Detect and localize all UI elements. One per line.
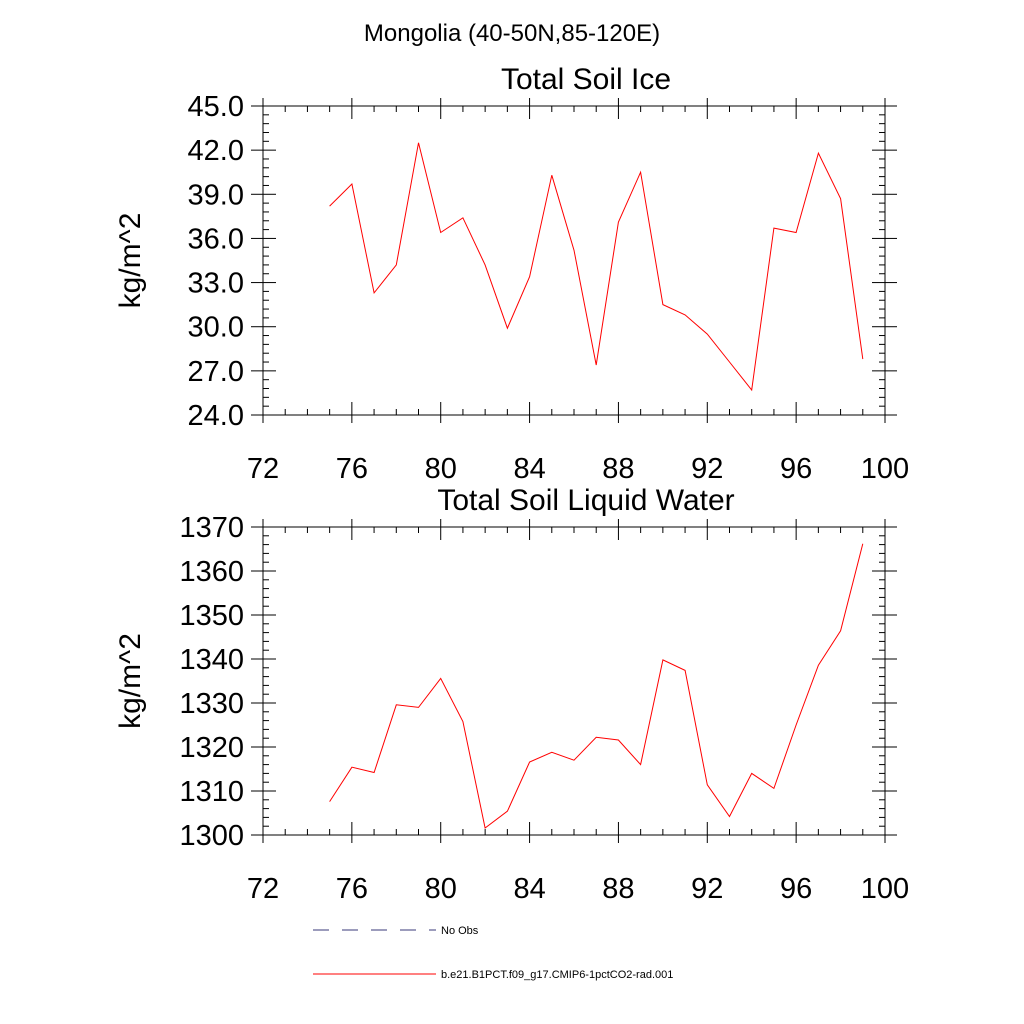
y-tick-label: 1340	[179, 644, 244, 676]
x-tick-label: 84	[513, 453, 545, 485]
y-tick-label: 1320	[179, 732, 244, 764]
y-tick-label: 45.0	[188, 91, 244, 123]
y-tick-label: 27.0	[188, 356, 244, 388]
x-tick-label: 96	[780, 873, 812, 905]
y-tick-label: 1370	[179, 512, 244, 544]
y-tick-label: 36.0	[188, 223, 244, 255]
chart-panel-1: Total Soil Ice 72 76 80 84 88 92 96 100 24.0 27.0 3…	[114, 63, 909, 485]
x-tick-label: 72	[247, 453, 279, 485]
legend-obs-label: No Obs	[441, 925, 479, 937]
x-tick-label: 88	[602, 873, 634, 905]
y-axis-label: kg/m^2	[114, 633, 147, 729]
x-tick-label: 84	[513, 873, 545, 905]
series-line	[329, 142, 864, 392]
x-tick-label: 88	[602, 453, 634, 485]
x-tick-label: 76	[336, 453, 368, 485]
y-tick-label: 24.0	[188, 400, 244, 432]
chart-title: Total Soil Liquid Water	[437, 484, 734, 517]
y-tick-label: 1310	[179, 776, 244, 808]
y-tick-label: 33.0	[188, 268, 244, 300]
x-tick-label: 80	[425, 453, 457, 485]
y-tick-label: 39.0	[188, 179, 244, 211]
y-tick-label: 1350	[179, 600, 244, 632]
charts-group: Total Soil Ice 72 76 80 84 88 92 96 100 24.0 27.0 3…	[114, 63, 909, 905]
y-tick-label: 30.0	[188, 312, 244, 344]
x-tick-label: 100	[861, 873, 909, 905]
x-tick-label: 80	[425, 873, 457, 905]
x-tick-label: 76	[336, 873, 368, 905]
x-tick-label: 72	[247, 873, 279, 905]
page-title: Mongolia (40-50N,85-120E)	[364, 20, 660, 47]
chart-panel-2: Total Soil Liquid Water 72 76 80 84 88 92 96 100…	[114, 484, 909, 905]
y-tick-label: 1300	[179, 820, 244, 852]
chart-title: Total Soil Ice	[501, 63, 671, 96]
y-tick-label: 42.0	[188, 135, 244, 167]
y-tick-label: 1330	[179, 688, 244, 720]
x-tick-label: 92	[691, 453, 723, 485]
x-tick-label: 100	[861, 453, 909, 485]
y-tick-label: 1360	[179, 556, 244, 588]
series-line	[329, 543, 864, 829]
x-tick-label: 96	[780, 453, 812, 485]
x-tick-label: 92	[691, 873, 723, 905]
legend: No Obs b.e21.B1PCT.f09_g17.CMIP6-1pctCO2…	[313, 925, 673, 981]
legend-model-label: b.e21.B1PCT.f09_g17.CMIP6-1pctCO2-rad.00…	[441, 969, 673, 981]
y-axis-label: kg/m^2	[114, 213, 147, 309]
